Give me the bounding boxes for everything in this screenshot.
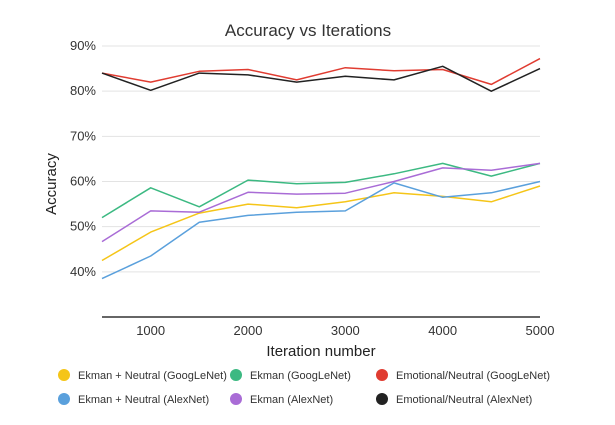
legend-label: Ekman + Neutral (GoogLeNet) [78, 370, 227, 382]
y-tick-label: 90% [70, 38, 96, 53]
legend-marker [230, 393, 242, 405]
y-tick-label: 60% [70, 174, 96, 189]
y-tick-label: 50% [70, 219, 96, 234]
legend-marker [58, 393, 70, 405]
legend-label: Ekman + Neutral (AlexNet) [78, 394, 209, 406]
series-line [101, 65, 541, 92]
legend-marker [376, 393, 388, 405]
legend-label: Ekman (GoogLeNet) [250, 370, 351, 382]
x-tick-label: 3000 [331, 323, 360, 338]
x-tick-label: 5000 [526, 323, 555, 338]
series-line [101, 57, 541, 86]
series-line [101, 185, 541, 262]
legend-marker [376, 369, 388, 381]
chart-title: Accuracy vs Iterations [225, 21, 391, 40]
x-tick-label: 1000 [136, 323, 165, 338]
legend-label: Emotional/Neutral (AlexNet) [396, 394, 532, 406]
series-line [101, 162, 541, 219]
series-lines [101, 57, 541, 280]
legend-marker [230, 369, 242, 381]
y-tick-label: 80% [70, 83, 96, 98]
legend: Ekman + Neutral (GoogLeNet) Ekman (GoogLe… [58, 369, 550, 406]
x-axis-title: Iteration number [266, 343, 375, 360]
axes: 40% 50% 60% 70% 80% 90% 1000 2000 3000 4000 5000 [70, 38, 554, 338]
legend-marker [58, 369, 70, 381]
y-axis-title: Accuracy [43, 153, 60, 215]
x-tick-label: 4000 [428, 323, 457, 338]
gridlines [102, 45, 540, 273]
legend-label: Ekman (AlexNet) [250, 394, 333, 406]
series-line [101, 180, 541, 280]
legend-label: Emotional/Neutral (GoogLeNet) [396, 370, 550, 382]
x-tick-label: 2000 [234, 323, 263, 338]
y-tick-label: 40% [70, 264, 96, 279]
y-tick-label: 70% [70, 128, 96, 143]
series-line [101, 162, 541, 243]
